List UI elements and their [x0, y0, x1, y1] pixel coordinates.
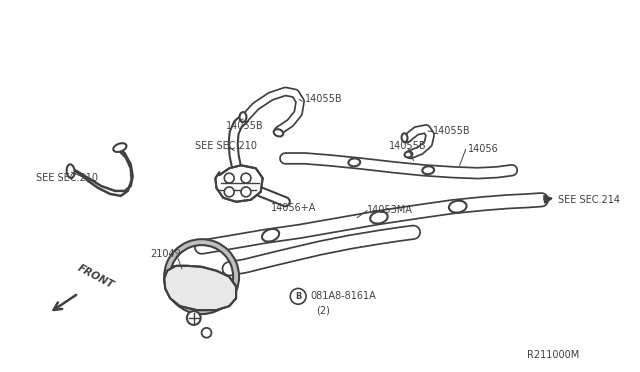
Text: 14056+A: 14056+A: [271, 203, 316, 213]
Ellipse shape: [370, 211, 388, 224]
Ellipse shape: [404, 151, 412, 157]
Circle shape: [224, 187, 234, 197]
Circle shape: [224, 173, 234, 183]
Text: (2): (2): [316, 305, 330, 315]
Ellipse shape: [239, 112, 246, 122]
Circle shape: [187, 311, 200, 325]
Circle shape: [202, 328, 211, 338]
Circle shape: [241, 187, 251, 197]
Polygon shape: [164, 266, 236, 310]
Ellipse shape: [422, 166, 434, 174]
Text: 14055B: 14055B: [433, 126, 471, 136]
Text: 14056: 14056: [468, 144, 499, 154]
Text: FRONT: FRONT: [76, 263, 115, 291]
Circle shape: [241, 173, 251, 183]
Polygon shape: [216, 165, 262, 202]
Text: B: B: [295, 292, 301, 301]
Text: 14055B: 14055B: [227, 121, 264, 131]
Text: 14055B: 14055B: [305, 94, 342, 104]
Text: 081A8-8161A: 081A8-8161A: [310, 291, 376, 301]
Ellipse shape: [274, 129, 284, 137]
Text: SEE SEC.210: SEE SEC.210: [195, 141, 257, 151]
Text: 14053MA: 14053MA: [367, 205, 413, 215]
Ellipse shape: [449, 201, 467, 213]
Circle shape: [291, 288, 306, 304]
Text: 21049: 21049: [150, 249, 181, 259]
Text: 14055B: 14055B: [388, 141, 426, 151]
Ellipse shape: [113, 143, 127, 152]
Ellipse shape: [401, 133, 408, 142]
Text: SEE SEC.214: SEE SEC.214: [558, 195, 620, 205]
Ellipse shape: [67, 164, 75, 178]
Text: SEE SEC.210: SEE SEC.210: [36, 173, 98, 183]
Text: R211000M: R211000M: [527, 350, 579, 360]
Ellipse shape: [262, 229, 279, 241]
Ellipse shape: [348, 158, 360, 166]
Wedge shape: [164, 239, 239, 314]
